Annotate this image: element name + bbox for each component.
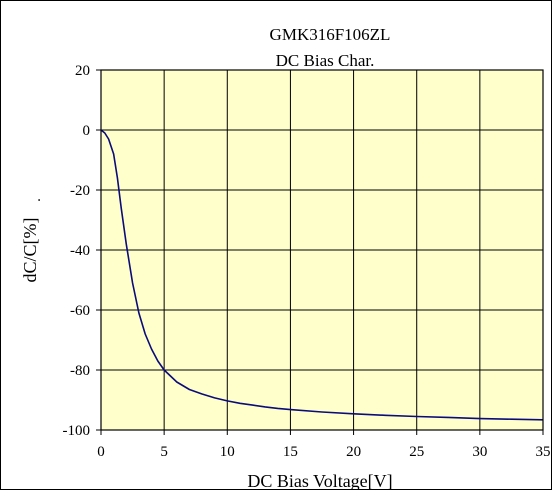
y-tick-label: -100 bbox=[63, 423, 91, 439]
series-layer bbox=[100, 129, 544, 421]
x-tick-label: 35 bbox=[536, 444, 551, 460]
y-tick-label: 20 bbox=[75, 63, 90, 79]
x-axis-label: DC Bias Voltage[V] bbox=[247, 471, 392, 490]
y-axis-label-suffix: . bbox=[28, 198, 44, 202]
x-tick-label: 10 bbox=[220, 444, 235, 460]
y-axis-label-group: dC/C[%] bbox=[20, 218, 40, 283]
y-axis-suffix-group: . bbox=[28, 198, 44, 202]
x-axis-ticks: 0 5 10 15 20 25 30 35 bbox=[97, 430, 551, 460]
chart-title: GMK316F106ZL bbox=[270, 25, 391, 44]
y-tick-label: -20 bbox=[70, 183, 90, 199]
y-tick-label: -80 bbox=[70, 363, 90, 379]
y-axis-ticks: 20 0 -20 -40 -60 -80 -100 bbox=[63, 63, 101, 439]
y-axis-label: dC/C[%] bbox=[20, 218, 40, 283]
chart-subtitle: DC Bias Char. bbox=[276, 51, 375, 70]
x-tick-label: 20 bbox=[346, 444, 361, 460]
y-tick-label: -40 bbox=[70, 243, 90, 259]
x-tick-label: 5 bbox=[160, 444, 168, 460]
x-tick-label: 30 bbox=[472, 444, 487, 460]
y-tick-label: 0 bbox=[83, 123, 91, 139]
grid bbox=[101, 70, 543, 430]
x-tick-label: 25 bbox=[409, 444, 424, 460]
series-line bbox=[100, 129, 544, 421]
y-tick-label: -60 bbox=[70, 303, 90, 319]
x-tick-label: 0 bbox=[97, 444, 105, 460]
x-tick-label: 15 bbox=[283, 444, 298, 460]
